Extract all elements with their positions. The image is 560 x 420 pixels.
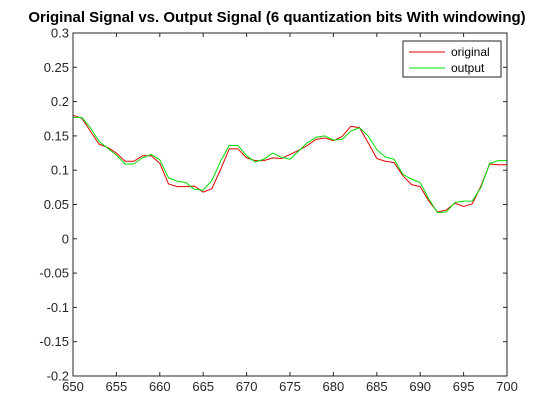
x-tick-label: 690 — [409, 379, 431, 394]
legend-box — [402, 40, 502, 78]
y-tick-label: -0.05 — [39, 266, 69, 281]
plot-area — [73, 33, 507, 376]
y-tick-label: 0.2 — [51, 94, 69, 109]
y-tick-label: -0.15 — [39, 334, 69, 349]
chart-title: Original Signal vs. Output Signal (6 qua… — [28, 9, 525, 26]
y-tick-label: 0 — [62, 231, 69, 246]
y-tick-label: 0.15 — [44, 128, 69, 143]
axes-layer: 650 655 660 665 670 675 680 685 690 695 700 -0.2 -0.… — [39, 26, 517, 395]
x-tick-label: 700 — [496, 379, 518, 394]
x-tick-label: 660 — [149, 379, 171, 394]
x-tick-label: 695 — [453, 379, 475, 394]
y-tick-label: 0.25 — [44, 60, 69, 75]
y-tick-label: 0.1 — [51, 163, 69, 178]
legend: original output — [402, 40, 502, 78]
x-tick-label: 670 — [236, 379, 258, 394]
legend-label-output: output — [451, 61, 485, 75]
x-tick-label: 655 — [106, 379, 128, 394]
legend-label-original: original — [451, 45, 490, 59]
y-tick-label: -0.2 — [47, 369, 69, 384]
x-tick-label: 665 — [192, 379, 214, 394]
y-tick-label: 0.3 — [51, 26, 69, 41]
x-tick-label: 685 — [366, 379, 388, 394]
series-layer — [72, 114, 507, 214]
x-tick-label: 675 — [279, 379, 301, 394]
x-tick-label: 680 — [323, 379, 345, 394]
y-tick-label: -0.1 — [47, 300, 69, 315]
x-tick-label: 650 — [62, 379, 84, 394]
y-tick-label: 0.05 — [44, 197, 69, 212]
series-line-output — [73, 116, 507, 214]
